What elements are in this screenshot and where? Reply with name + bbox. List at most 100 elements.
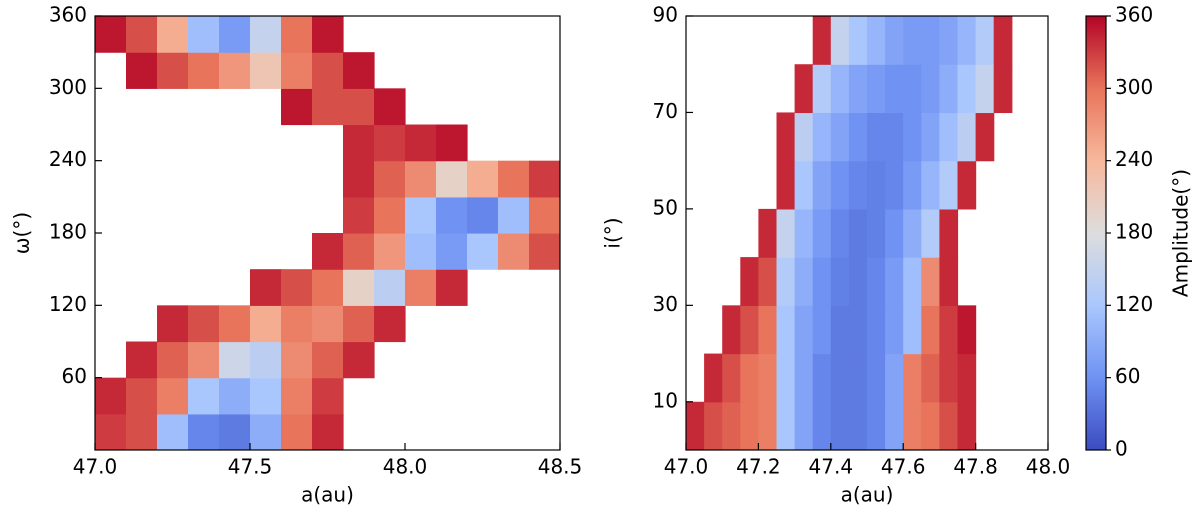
y-tick-label: 360 xyxy=(49,3,87,27)
heat-cell xyxy=(812,16,832,65)
heat-cell xyxy=(312,341,344,379)
y-tick-label: 180 xyxy=(49,220,87,244)
y-tick-label: 70 xyxy=(653,99,678,123)
heat-cell xyxy=(885,16,904,65)
heat-cell xyxy=(885,112,904,162)
heat-cell xyxy=(374,305,406,343)
heat-cell xyxy=(776,160,796,210)
heat-cell xyxy=(776,401,796,450)
x-tick-label: 47.0 xyxy=(664,455,709,479)
heat-cell xyxy=(921,160,940,210)
heat-cell xyxy=(219,341,251,379)
heat-cell xyxy=(993,64,1013,114)
heat-cell xyxy=(250,52,282,89)
x-tick-label: 48.0 xyxy=(1026,455,1071,479)
heat-cell xyxy=(957,305,977,355)
heat-cell xyxy=(921,64,940,114)
heat-cell xyxy=(312,269,344,306)
heat-cell xyxy=(921,16,940,65)
heat-cell xyxy=(343,160,375,198)
heat-cell xyxy=(867,401,886,450)
heat-cell xyxy=(281,88,313,126)
heat-cell xyxy=(219,377,251,415)
heat-cell xyxy=(250,413,282,450)
heat-cell xyxy=(529,196,560,234)
heat-cell xyxy=(903,16,922,65)
heat-cell xyxy=(921,112,940,162)
heat-cell xyxy=(812,353,832,403)
heat-cell xyxy=(740,257,759,306)
heat-cell xyxy=(993,16,1013,65)
heat-cell xyxy=(281,341,313,379)
heat-cell xyxy=(343,341,375,379)
heat-cell xyxy=(436,269,468,306)
heat-cell xyxy=(921,305,940,355)
heat-cell xyxy=(957,16,977,65)
heat-cell xyxy=(921,353,940,403)
heat-cell xyxy=(812,112,832,162)
heat-cell xyxy=(812,160,832,210)
heat-cell xyxy=(343,305,375,343)
heat-cell xyxy=(975,112,995,162)
heat-cell xyxy=(939,257,959,306)
x-tick-label: 47.0 xyxy=(73,455,118,479)
heat-cell xyxy=(343,233,375,270)
heat-cell xyxy=(903,401,922,450)
heat-cell xyxy=(794,401,814,450)
x-tick-label: 47.6 xyxy=(881,455,926,479)
y-tick-label: 10 xyxy=(653,388,678,412)
heat-cell xyxy=(740,353,759,403)
heat-cell xyxy=(830,16,850,65)
cbar-tick-label: 300 xyxy=(1115,75,1153,99)
x-tick-label: 48.5 xyxy=(538,455,583,479)
heat-cell xyxy=(903,353,922,403)
heat-cell xyxy=(529,160,560,198)
heat-cell xyxy=(903,64,922,114)
heat-cell xyxy=(188,52,220,89)
heat-cell xyxy=(903,112,922,162)
heat-cell xyxy=(498,233,530,270)
heat-cell xyxy=(921,401,940,450)
heat-cell xyxy=(374,160,406,198)
heat-cell xyxy=(848,16,868,65)
heat-cell xyxy=(374,196,406,234)
heat-cell xyxy=(975,16,995,65)
heat-cell xyxy=(343,269,375,306)
heat-cell xyxy=(885,208,904,258)
heat-cell xyxy=(250,269,282,306)
y-tick-label: 120 xyxy=(49,292,87,316)
heat-cell xyxy=(885,257,904,306)
heat-cell xyxy=(776,257,796,306)
heat-cell xyxy=(812,208,832,258)
heat-cell xyxy=(281,52,313,89)
heat-cell xyxy=(776,353,796,403)
y-tick-label: 90 xyxy=(653,3,678,27)
heat-cell xyxy=(867,64,886,114)
heat-cell xyxy=(758,353,778,403)
heat-cell xyxy=(188,413,220,450)
x-tick-label: 47.8 xyxy=(953,455,998,479)
heat-cell xyxy=(957,401,977,450)
cbar-label: Amplitude(°) xyxy=(1169,169,1193,297)
heat-cell xyxy=(312,413,344,450)
cbar-tick-label: 60 xyxy=(1115,364,1140,388)
heat-cell xyxy=(467,233,499,270)
heat-cell xyxy=(921,208,940,258)
y-axis-label: i(°) xyxy=(601,217,625,248)
plot-frame xyxy=(685,15,1049,451)
heat-cell xyxy=(939,112,959,162)
heat-cell xyxy=(957,160,977,210)
heat-cell xyxy=(126,16,158,53)
heat-cell xyxy=(219,413,251,450)
heat-cell xyxy=(957,353,977,403)
x-axis-label: a(au) xyxy=(301,483,354,507)
heat-cell xyxy=(939,305,959,355)
heat-cell xyxy=(812,305,832,355)
heat-cell xyxy=(885,64,904,114)
heat-cell xyxy=(867,160,886,210)
heat-cell xyxy=(812,64,832,114)
heat-cell xyxy=(157,377,189,415)
heat-cell xyxy=(498,196,530,234)
heat-cell xyxy=(939,160,959,210)
